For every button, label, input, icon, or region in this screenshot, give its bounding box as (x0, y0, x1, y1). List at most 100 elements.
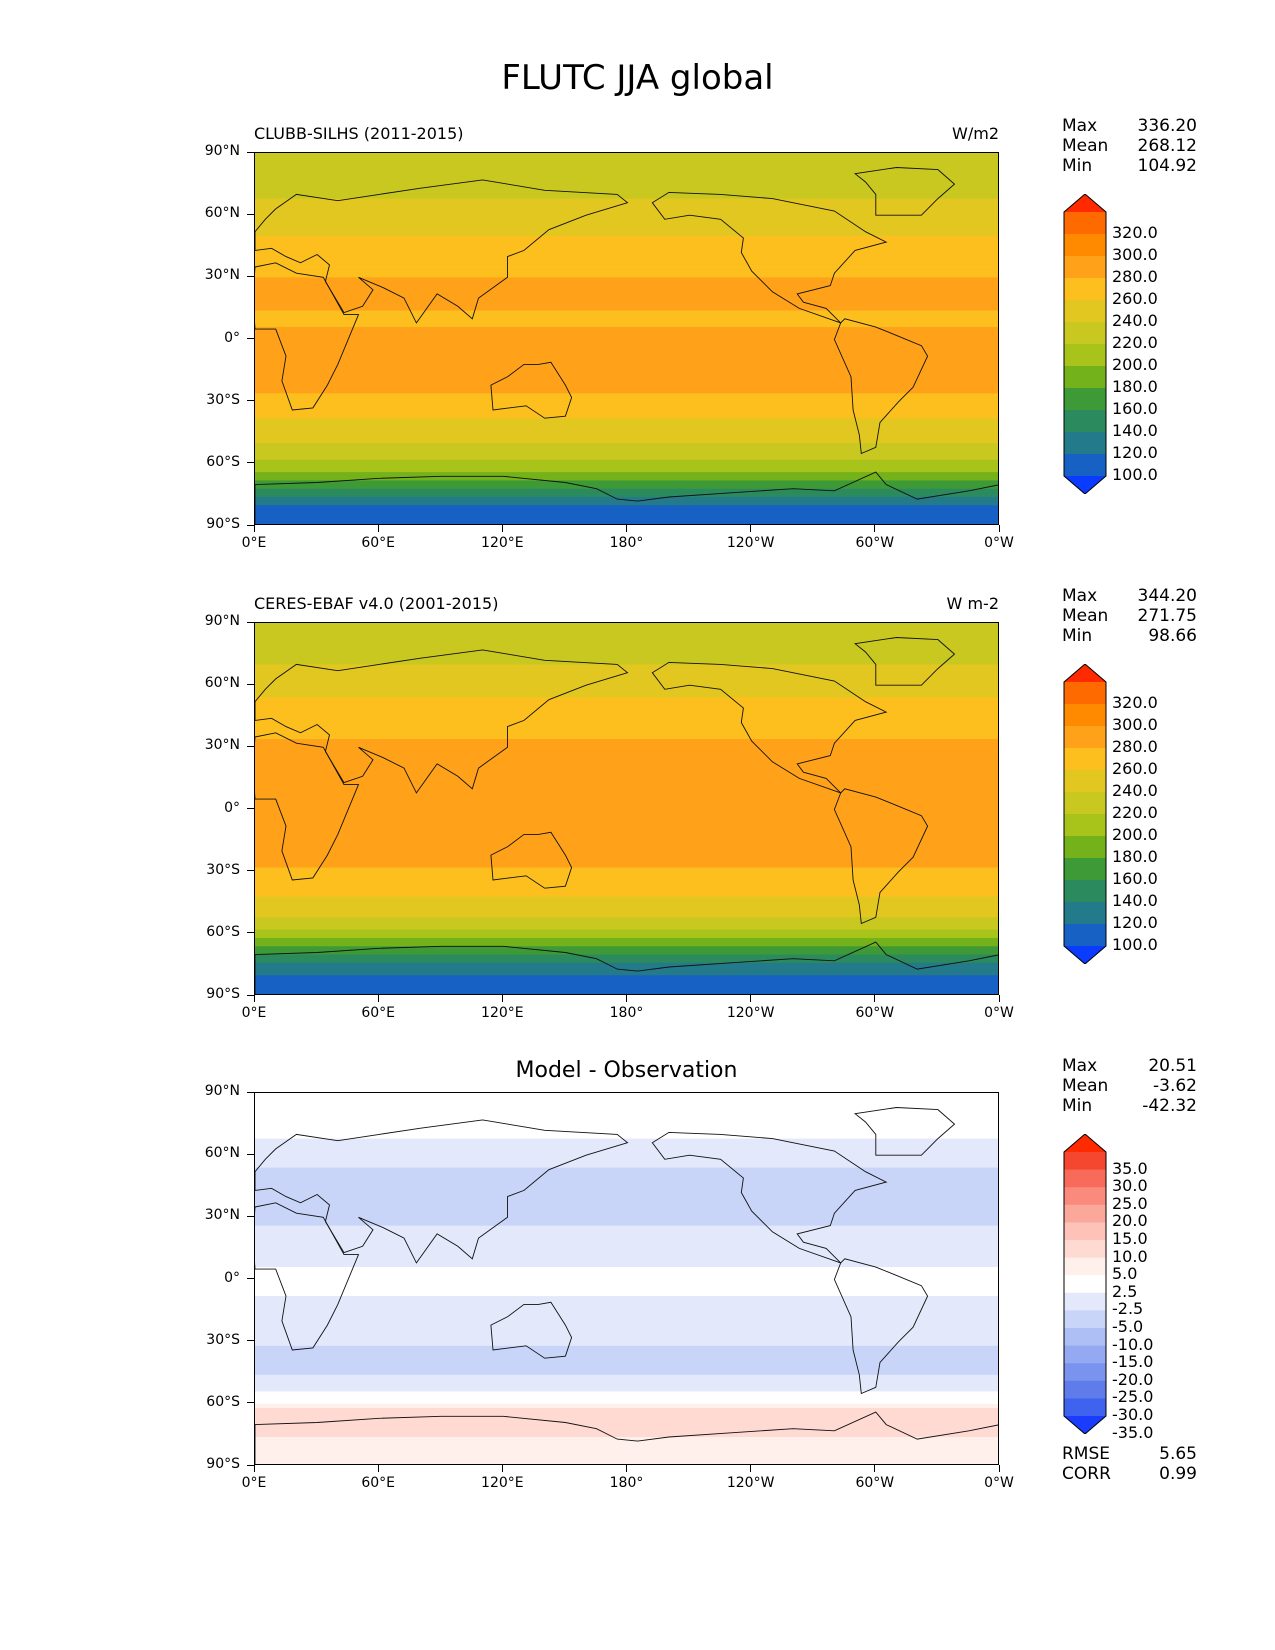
contour-band (255, 1291, 998, 1297)
panel-title: Model - Observation (515, 1058, 738, 1083)
contour-band (255, 991, 998, 994)
colorbar-swatch (1064, 1328, 1106, 1347)
colorbar-extend-max (1064, 1134, 1106, 1152)
contour-band (255, 335, 998, 341)
colorbar-swatch (1064, 1187, 1106, 1206)
contour-band (255, 693, 998, 699)
contour-band (255, 227, 998, 233)
stat-label: CORR (1062, 1464, 1111, 1484)
contour-band (255, 1262, 998, 1268)
lat-tick-label: 30°S (206, 861, 240, 878)
contour-band (255, 701, 998, 707)
colorbar-tick-label: 240.0 (1112, 781, 1158, 800)
contour-band (255, 1283, 998, 1289)
contour-band (255, 863, 998, 869)
lon-tick-mark (998, 525, 1000, 532)
contour-band (255, 1345, 998, 1351)
contour-band (255, 1275, 998, 1281)
contour-band (255, 792, 998, 798)
colorbar-extend-min (1064, 476, 1106, 494)
lon-tick-label: 120°W (726, 1475, 775, 1491)
contour-band (255, 751, 998, 757)
contour-band (255, 1122, 998, 1127)
lon-tick-mark (626, 525, 627, 532)
panel-units: W m-2 (946, 594, 999, 613)
lat-tick-label: 90°N (204, 1083, 240, 1099)
contour-band (255, 405, 998, 411)
contour-band (255, 826, 998, 831)
lon-tick-mark (874, 525, 876, 532)
contour-band (255, 260, 998, 266)
contour-band (255, 660, 998, 666)
contour-band (255, 958, 998, 964)
contour-band (255, 269, 998, 274)
lon-tick-label: 60°E (361, 1475, 395, 1491)
contour-band (255, 1383, 998, 1388)
lon-tick-label: 180° (609, 535, 644, 551)
lat-tick-mark (247, 275, 254, 277)
contour-band (255, 1175, 998, 1181)
lon-tick-mark (750, 525, 752, 532)
figure-title: FLUTC JJA global (501, 58, 774, 98)
contour-band (255, 339, 998, 345)
contour-band (255, 1395, 998, 1401)
lat-tick-label: 30°N (204, 737, 240, 754)
coastline (854, 1107, 956, 1156)
contour-band (255, 509, 998, 515)
contour-band (255, 190, 998, 196)
map-panel-observation (254, 622, 999, 995)
coastline (255, 732, 360, 881)
colorbar-tick-label: 2.5 (1112, 1281, 1138, 1301)
coastline (255, 471, 998, 524)
contour-band (255, 194, 998, 200)
lon-tick-mark (501, 525, 503, 532)
contour-band (255, 517, 998, 523)
contour-band (255, 472, 998, 477)
colorbar-swatch (1064, 322, 1106, 345)
field-map (255, 153, 998, 524)
colorbar-swatch (1064, 1363, 1106, 1382)
contour-band (255, 1126, 998, 1131)
colorbar-tick-label: 320.0 (1112, 223, 1158, 242)
lat-tick-label: 90°N (204, 613, 240, 629)
contour-band (255, 1233, 998, 1239)
stat-label: Max (1062, 586, 1098, 606)
lat-tick-label: 60°S (206, 453, 240, 470)
stat-value: 271.75 (1137, 606, 1197, 626)
contour-band (255, 896, 998, 902)
contour-band (255, 950, 998, 956)
lat-tick-label: 0° (224, 799, 240, 816)
contour-band (255, 322, 998, 328)
contour-band (255, 397, 998, 403)
colorbar-tick-label: 15.0 (1112, 1229, 1148, 1248)
contour-band (255, 1117, 998, 1123)
contour-band (255, 351, 998, 357)
lat-tick-label: 60°N (204, 675, 240, 692)
contour-band (255, 1101, 998, 1107)
contour-band (255, 1399, 998, 1405)
contour-band (255, 182, 998, 187)
contour-band (255, 1155, 998, 1160)
colorbar-swatch (1064, 256, 1106, 279)
lat-tick-mark (247, 400, 254, 402)
stat-label: Max (1062, 1056, 1098, 1076)
lon-tick-mark (626, 995, 627, 1002)
contour-band (255, 975, 998, 981)
coastline (854, 167, 956, 216)
colorbar (1060, 663, 1110, 968)
contour-band (255, 652, 998, 657)
panel-units: W/m2 (952, 124, 999, 143)
colorbar-tick-label: 220.0 (1112, 803, 1158, 822)
colorbar-swatch (1064, 1345, 1106, 1364)
contour-band (255, 1428, 998, 1434)
coastline (833, 788, 929, 925)
coastline (651, 661, 888, 794)
colorbar (1060, 193, 1110, 498)
contour-band (255, 501, 998, 506)
colorbar-tick-label: -15.0 (1112, 1352, 1154, 1372)
contour-band (255, 277, 998, 283)
contour-band (255, 414, 998, 419)
colorbar-swatch (1064, 1310, 1106, 1329)
contour-band (255, 492, 998, 498)
contour-band (255, 730, 998, 736)
